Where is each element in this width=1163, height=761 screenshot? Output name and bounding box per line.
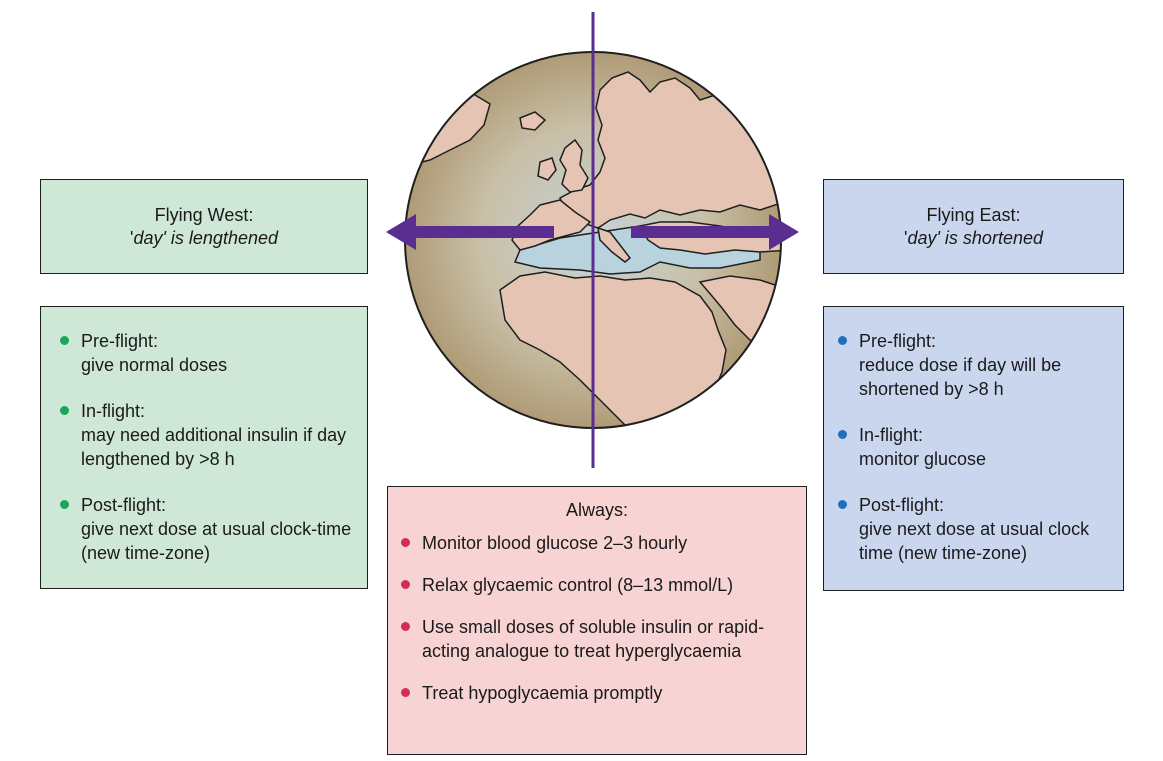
flying-east-advice-box: Pre-flight: reduce dose if day will be s… (823, 306, 1124, 591)
flying-west-subtitle-suffix: ' is lengthened (162, 227, 278, 248)
bullet-icon (401, 688, 410, 697)
list-item: Post-flight: give next dose at usual clo… (838, 493, 1118, 565)
advice-heading: In-flight: (859, 425, 924, 445)
flying-east-subtitle-suffix: ' is shortened (936, 227, 1043, 248)
advice-heading: Post-flight: (859, 495, 945, 515)
bullet-icon (401, 580, 410, 589)
advice-text: may need additional insulin if day lengt… (81, 425, 347, 469)
list-item: Treat hypoglycaemia promptly (401, 681, 801, 705)
list-item: In-flight: monitor glucose (838, 423, 1118, 471)
bullet-icon (838, 430, 847, 439)
left-arrow-icon (386, 214, 554, 250)
flying-west-subtitle: 'day' is lengthened (130, 227, 278, 248)
bullet-icon (60, 500, 69, 509)
list-item: In-flight: may need additional insulin i… (60, 399, 355, 471)
list-item: Pre-flight: reduce dose if day will be s… (838, 329, 1118, 401)
africa-landmass (499, 271, 727, 428)
bullet-icon (838, 500, 847, 509)
flying-west-title: Flying West: (154, 204, 254, 225)
bullet-icon (401, 622, 410, 631)
flying-west-advice-list: Pre-flight: give normal doses In-flight:… (60, 329, 355, 587)
advice-text: reduce dose if day will be shortened by … (859, 355, 1062, 399)
flying-east-title: Flying East: (926, 204, 1021, 225)
day-word: day (907, 227, 937, 248)
advice-text: Monitor blood glucose 2–3 hourly (422, 533, 688, 553)
globe-illustration (386, 12, 799, 468)
advice-heading: Pre-flight: (859, 331, 937, 351)
day-word: day (133, 227, 163, 248)
right-arrow-icon (631, 214, 799, 250)
always-advice-box: Always: Monitor blood glucose 2–3 hourly… (387, 486, 807, 755)
advice-text: give next dose at usual clock-time (new … (81, 519, 352, 563)
always-advice-list: Monitor blood glucose 2–3 hourly Relax g… (401, 531, 801, 723)
list-item: Monitor blood glucose 2–3 hourly (401, 531, 801, 555)
advice-text: monitor glucose (859, 449, 987, 469)
flying-west-title-box: Flying West: 'day' is lengthened (40, 179, 368, 274)
list-item: Relax glycaemic control (8–13 mmol/L) (401, 573, 801, 597)
list-item: Post-flight: give next dose at usual clo… (60, 493, 355, 565)
advice-text: Treat hypoglycaemia promptly (422, 683, 663, 703)
bullet-icon (60, 336, 69, 345)
bullet-icon (838, 336, 847, 345)
advice-heading: Pre-flight: (81, 331, 159, 351)
advice-text: give next dose at usual clock time (new … (859, 519, 1090, 563)
bullet-icon (401, 538, 410, 547)
advice-heading: Post-flight: (81, 495, 167, 515)
advice-text: Relax glycaemic control (8–13 mmol/L) (422, 575, 734, 595)
bullet-icon (60, 406, 69, 415)
advice-heading: In-flight: (81, 401, 146, 421)
ireland-landmass (537, 157, 557, 181)
italy-landmass (597, 226, 632, 263)
flying-east-subtitle: 'day' is shortened (904, 227, 1043, 248)
list-item: Use small doses of soluble insulin or ra… (401, 615, 801, 663)
always-title: Always: (565, 500, 628, 520)
flying-west-advice-box: Pre-flight: give normal doses In-flight:… (40, 306, 368, 589)
advice-text: give normal doses (81, 355, 228, 375)
list-item: Pre-flight: give normal doses (60, 329, 355, 377)
flying-east-title-box: Flying East: 'day' is shortened (823, 179, 1124, 274)
iceland-landmass (519, 111, 547, 131)
advice-text: Use small doses of soluble insulin or ra… (422, 617, 765, 661)
flying-east-advice-list: Pre-flight: reduce dose if day will be s… (838, 329, 1118, 587)
britain-landmass (559, 138, 589, 193)
